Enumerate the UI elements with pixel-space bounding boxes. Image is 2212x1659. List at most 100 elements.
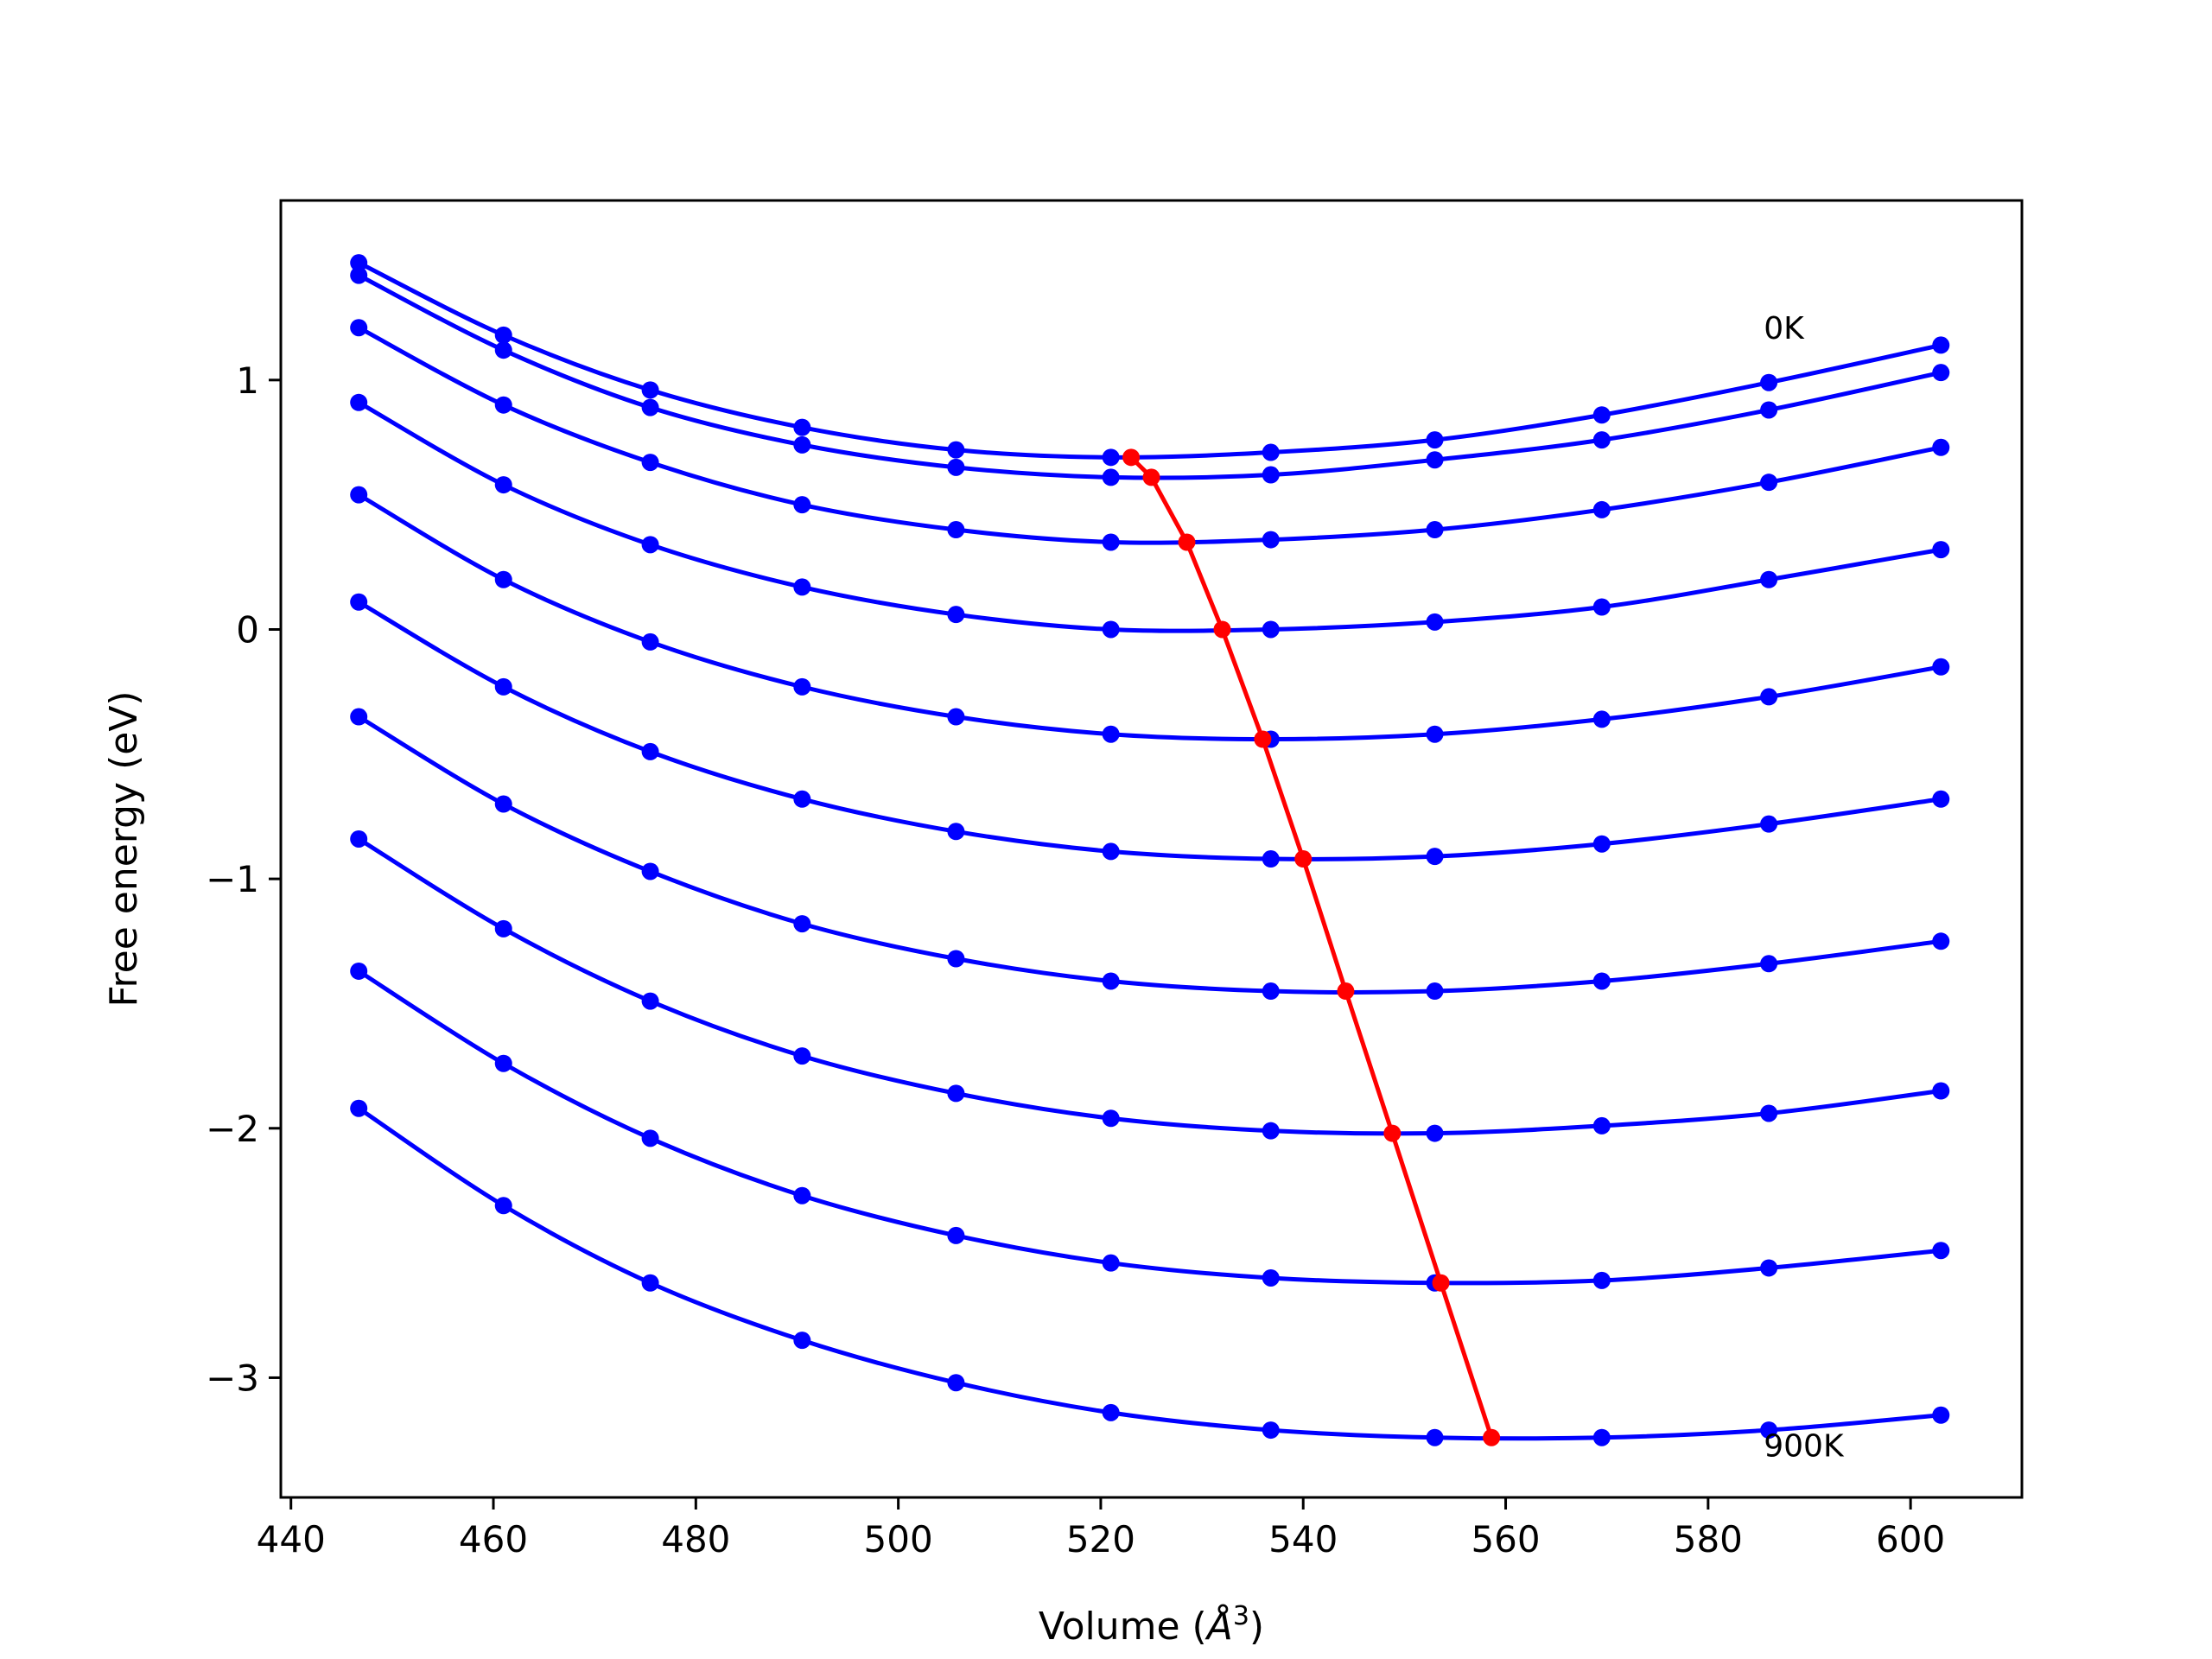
energy-curve-3 xyxy=(358,326,1942,545)
curve-4-point-6 xyxy=(1102,620,1120,639)
curve-8-point-11 xyxy=(1932,1082,1950,1100)
curve-8-point-5 xyxy=(947,1084,965,1103)
curve-3-point-9 xyxy=(1592,500,1611,518)
curve-9-point-2 xyxy=(494,1054,512,1072)
curve-6-point-5 xyxy=(947,823,965,841)
annotation-layer: 0K 900K xyxy=(1764,311,1845,1464)
curve-5-point-10 xyxy=(1760,688,1778,706)
curve-9-point-3 xyxy=(641,1129,659,1147)
curve-2-point-4 xyxy=(793,435,811,454)
curve-1-point-5 xyxy=(947,441,965,459)
curve-7-point-3 xyxy=(641,862,659,880)
x-axis-ticks: 440 460 480 500 520 540 560 580 600 xyxy=(257,1497,1945,1560)
curve-3-point-5 xyxy=(947,521,965,539)
curve-10-point-3 xyxy=(641,1274,659,1292)
curve-6-point-11 xyxy=(1932,790,1950,808)
curve-10-point-6 xyxy=(1102,1403,1120,1421)
curve-4-point-10 xyxy=(1760,570,1778,588)
curve-7-point-4 xyxy=(793,915,811,933)
curve-8-point-6 xyxy=(1102,1109,1120,1128)
curve-4-point-8 xyxy=(1426,613,1444,631)
x-axis-label: Volume (Å3) xyxy=(1039,1601,1264,1649)
curve-2-point-1 xyxy=(350,266,368,284)
curve-2-point-5 xyxy=(947,458,965,476)
curve-8-point-3 xyxy=(641,992,659,1010)
x-tick-label-520: 520 xyxy=(1066,1518,1135,1560)
curve-2-point-8 xyxy=(1426,451,1444,469)
curves-layer xyxy=(350,254,1950,1446)
y-axis-label: Free energy (eV) xyxy=(102,690,146,1007)
minimum-point-7 xyxy=(1337,982,1355,1001)
curve-1-point-4 xyxy=(793,418,811,436)
curve-10-point-2 xyxy=(494,1197,512,1215)
x-tick-label-440: 440 xyxy=(257,1518,326,1560)
curve-2-point-3 xyxy=(641,398,659,416)
y-axis-ticks: −3 −2 −1 0 1 xyxy=(206,359,281,1399)
curve-10-point-7 xyxy=(1262,1421,1280,1440)
curve-1-point-1 xyxy=(350,254,368,272)
curve-3-point-10 xyxy=(1760,474,1778,492)
curve-10-point-10 xyxy=(1760,1421,1778,1440)
curve-4-point-7 xyxy=(1262,620,1280,639)
curve-4-point-3 xyxy=(641,536,659,554)
curve-1-point-6 xyxy=(1102,448,1120,467)
curve-10-point-1 xyxy=(350,1099,368,1117)
y-tick-label-0: −3 xyxy=(206,1357,259,1399)
minimum-point-5 xyxy=(1254,730,1272,748)
curve-5-point-3 xyxy=(641,632,659,651)
curve-1-point-8 xyxy=(1426,431,1444,449)
curve-3-point-3 xyxy=(641,454,659,472)
y-tick-label-2: −1 xyxy=(206,858,259,900)
curve-9-point-7 xyxy=(1262,1268,1280,1287)
curve-3-point-8 xyxy=(1426,521,1444,539)
curve-10-point-11 xyxy=(1932,1406,1950,1424)
curve-8-point-1 xyxy=(350,830,368,848)
x-tick-label-500: 500 xyxy=(864,1518,933,1560)
curve-2-point-9 xyxy=(1592,431,1611,449)
curve-7-point-6 xyxy=(1102,972,1120,990)
curve-6-point-6 xyxy=(1102,842,1120,861)
curve-1-point-2 xyxy=(494,326,512,344)
curve-2-point-11 xyxy=(1932,364,1950,382)
y-tick-label-1: −2 xyxy=(206,1108,259,1150)
curve-6-point-7 xyxy=(1262,850,1280,868)
curve-8-point-8 xyxy=(1426,1124,1444,1142)
curve-8-point-4 xyxy=(793,1047,811,1065)
curve-7-point-11 xyxy=(1932,932,1950,950)
curve-4-point-11 xyxy=(1932,541,1950,559)
curve-6-point-2 xyxy=(494,677,512,696)
curve-8-point-9 xyxy=(1592,1116,1611,1135)
curve-1-point-7 xyxy=(1262,443,1280,461)
curve-9-point-4 xyxy=(793,1186,811,1205)
curve-8-point-7 xyxy=(1262,1122,1280,1140)
minimum-point-10 xyxy=(1483,1428,1501,1446)
curve-10-point-5 xyxy=(947,1374,965,1392)
curve-3-point-1 xyxy=(350,319,368,337)
annotation-2: 900K xyxy=(1764,1428,1845,1464)
curve-5-point-11 xyxy=(1932,658,1950,676)
energy-curve-2 xyxy=(358,273,1942,480)
curve-8-point-10 xyxy=(1760,1104,1778,1122)
x-tick-label-560: 560 xyxy=(1471,1518,1540,1560)
minimum-point-3 xyxy=(1178,533,1196,551)
curve-6-point-10 xyxy=(1760,815,1778,833)
curve-4-point-9 xyxy=(1592,598,1611,616)
x-tick-label-480: 480 xyxy=(661,1518,730,1560)
curve-2-point-7 xyxy=(1262,466,1280,484)
curve-7-point-9 xyxy=(1592,972,1611,990)
curve-5-point-5 xyxy=(947,708,965,726)
minimum-point-1 xyxy=(1122,448,1141,467)
curve-4-point-2 xyxy=(494,476,512,494)
curve-10-point-9 xyxy=(1592,1428,1611,1446)
energy-curve-6 xyxy=(357,600,1942,861)
curve-6-point-9 xyxy=(1592,835,1611,853)
curve-9-point-5 xyxy=(947,1226,965,1244)
curve-6-point-1 xyxy=(350,593,368,611)
curve-4-point-5 xyxy=(947,606,965,624)
minima-line xyxy=(1129,455,1494,1439)
minimum-point-6 xyxy=(1294,850,1313,868)
y-tick-label-3: 0 xyxy=(236,608,259,651)
curve-2-point-2 xyxy=(494,341,512,359)
